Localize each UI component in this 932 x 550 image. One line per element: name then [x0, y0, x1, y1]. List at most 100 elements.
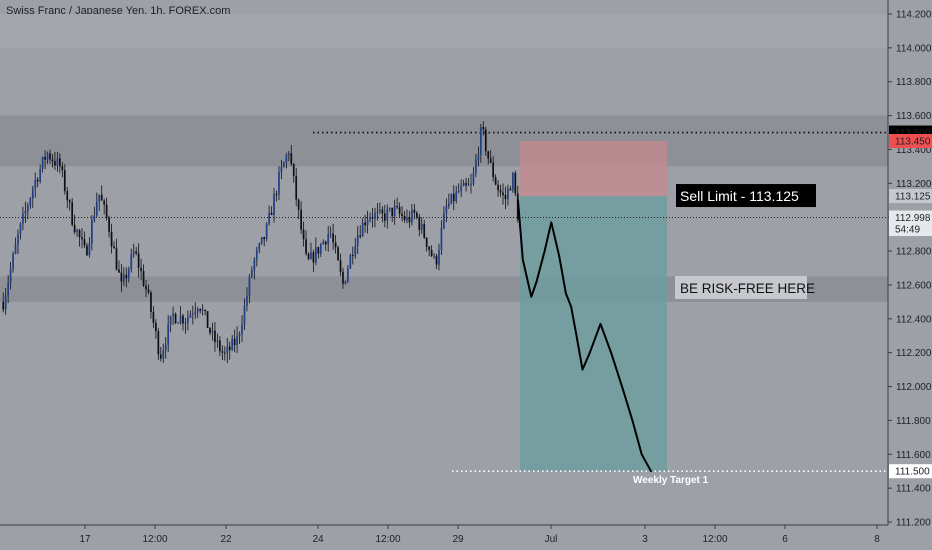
- candle-body: [438, 249, 440, 265]
- candle-body: [305, 239, 307, 254]
- candle-body: [169, 315, 172, 325]
- candle-body: [332, 233, 334, 243]
- candle-body: [120, 272, 123, 282]
- candle-body: [118, 269, 120, 273]
- candle-body: [347, 268, 349, 282]
- sell-limit-box: [676, 184, 816, 208]
- candle-body: [371, 216, 374, 219]
- candle-body: [418, 217, 421, 230]
- candle-body: [81, 237, 83, 240]
- candle-body: [514, 172, 517, 194]
- candle-body: [511, 172, 514, 191]
- candle-body: [115, 248, 118, 270]
- candle-body: [125, 274, 128, 279]
- candle-body: [408, 217, 411, 223]
- candle-body: [406, 217, 408, 221]
- candle-body: [54, 161, 56, 166]
- candle-body: [457, 191, 460, 193]
- candle-body: [248, 276, 251, 297]
- candle-body: [287, 153, 290, 155]
- price-tag-label: 54:49: [895, 225, 920, 236]
- candle-body: [196, 308, 199, 312]
- candle-body: [140, 267, 142, 271]
- candle-body: [66, 191, 69, 201]
- candle-body: [499, 190, 502, 193]
- candle-body: [12, 253, 14, 269]
- candle-body: [307, 253, 310, 260]
- sell-limit-label[interactable]: Sell Limit - 113.125: [676, 184, 816, 208]
- candle-body: [482, 126, 485, 130]
- candle-body: [191, 313, 194, 315]
- candle-body: [194, 311, 197, 314]
- candle-body: [90, 220, 93, 244]
- candle-body: [108, 217, 110, 232]
- price-tag-label: 113.450: [895, 137, 931, 148]
- price-tick-label: 111.600: [896, 450, 931, 461]
- candle-body: [435, 255, 438, 265]
- candle-body: [56, 158, 59, 166]
- candle-body: [9, 268, 12, 283]
- candle-body: [472, 172, 475, 184]
- candle-body: [462, 182, 465, 187]
- candle-body: [383, 213, 386, 221]
- candle-body: [445, 206, 448, 214]
- candle-body: [157, 331, 160, 355]
- candle-body: [403, 215, 406, 221]
- candle-body: [228, 346, 231, 351]
- candle-body: [502, 192, 504, 196]
- candle-body: [137, 253, 140, 268]
- candle-body: [167, 324, 170, 345]
- candle-body: [238, 333, 241, 336]
- candle-body: [219, 340, 221, 352]
- candle-body: [236, 335, 238, 346]
- candle-body: [312, 252, 315, 263]
- candle-body: [393, 205, 396, 217]
- candle-body: [76, 230, 78, 233]
- time-tick-label: 12:00: [375, 534, 400, 545]
- candle-body: [302, 229, 305, 240]
- stop-loss-zone[interactable]: [520, 141, 667, 197]
- candle-body: [88, 243, 91, 256]
- candle-body: [334, 242, 337, 248]
- time-tick-label: 8: [874, 534, 880, 545]
- candle-body: [223, 352, 226, 354]
- candle-body: [155, 322, 157, 332]
- candle-body: [265, 223, 268, 240]
- candle-body: [44, 156, 46, 160]
- candle-body: [398, 207, 401, 214]
- price-axis[interactable]: [888, 0, 932, 550]
- time-tick-label: 24: [312, 534, 324, 545]
- projection-layer: [517, 199, 652, 473]
- candle-body: [447, 203, 450, 207]
- candle-body: [184, 322, 187, 324]
- candle-body: [460, 186, 463, 192]
- candle-body: [339, 260, 342, 272]
- candle-body: [98, 194, 101, 202]
- candle-body: [51, 159, 54, 162]
- projection-path[interactable]: [517, 199, 652, 473]
- candle-body: [68, 200, 71, 203]
- annotation-layer: Sell Limit - 113.125 BE RISK-FREE HERE Wee…: [633, 184, 816, 486]
- candle-body: [366, 219, 369, 226]
- risk-free-label[interactable]: BE RISK-FREE HERE: [675, 276, 815, 299]
- candle-body: [123, 274, 125, 282]
- candle-body: [420, 223, 423, 230]
- candle-body: [356, 235, 359, 246]
- weekly-target-label[interactable]: Weekly Target 1: [633, 475, 709, 486]
- candle-body: [292, 163, 295, 176]
- time-tick-label: 12:00: [142, 534, 167, 545]
- candle-body: [113, 246, 115, 249]
- candle-body: [455, 191, 458, 202]
- position-tool[interactable]: [520, 141, 667, 472]
- price-tick-label: 114.200: [896, 10, 932, 21]
- candle-body: [187, 317, 189, 323]
- candle-body: [278, 171, 280, 195]
- candle-body: [425, 237, 428, 247]
- candle-body: [39, 168, 42, 182]
- take-profit-zone[interactable]: [520, 196, 667, 472]
- candle-body: [324, 241, 327, 245]
- candle-body: [26, 205, 29, 211]
- candle-body: [423, 223, 426, 238]
